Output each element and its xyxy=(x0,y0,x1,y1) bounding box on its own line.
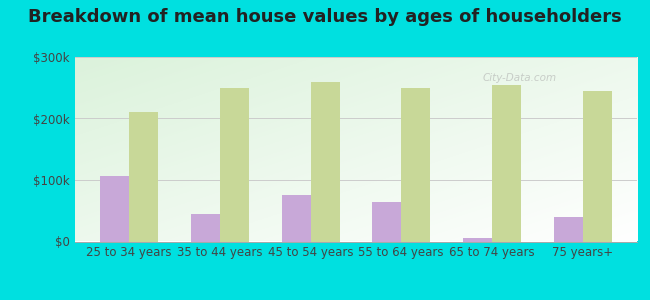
Bar xyxy=(401,88,430,242)
Bar xyxy=(129,112,158,242)
Bar xyxy=(554,217,582,242)
Bar xyxy=(582,91,612,242)
Bar xyxy=(311,82,339,242)
Bar xyxy=(463,238,492,242)
Bar xyxy=(281,195,311,242)
Text: City-Data.com: City-Data.com xyxy=(483,73,557,83)
Text: Breakdown of mean house values by ages of householders: Breakdown of mean house values by ages o… xyxy=(28,8,622,26)
Bar xyxy=(372,202,401,242)
Bar xyxy=(191,214,220,242)
Bar xyxy=(100,176,129,242)
Bar xyxy=(220,88,249,242)
Bar xyxy=(492,85,521,242)
